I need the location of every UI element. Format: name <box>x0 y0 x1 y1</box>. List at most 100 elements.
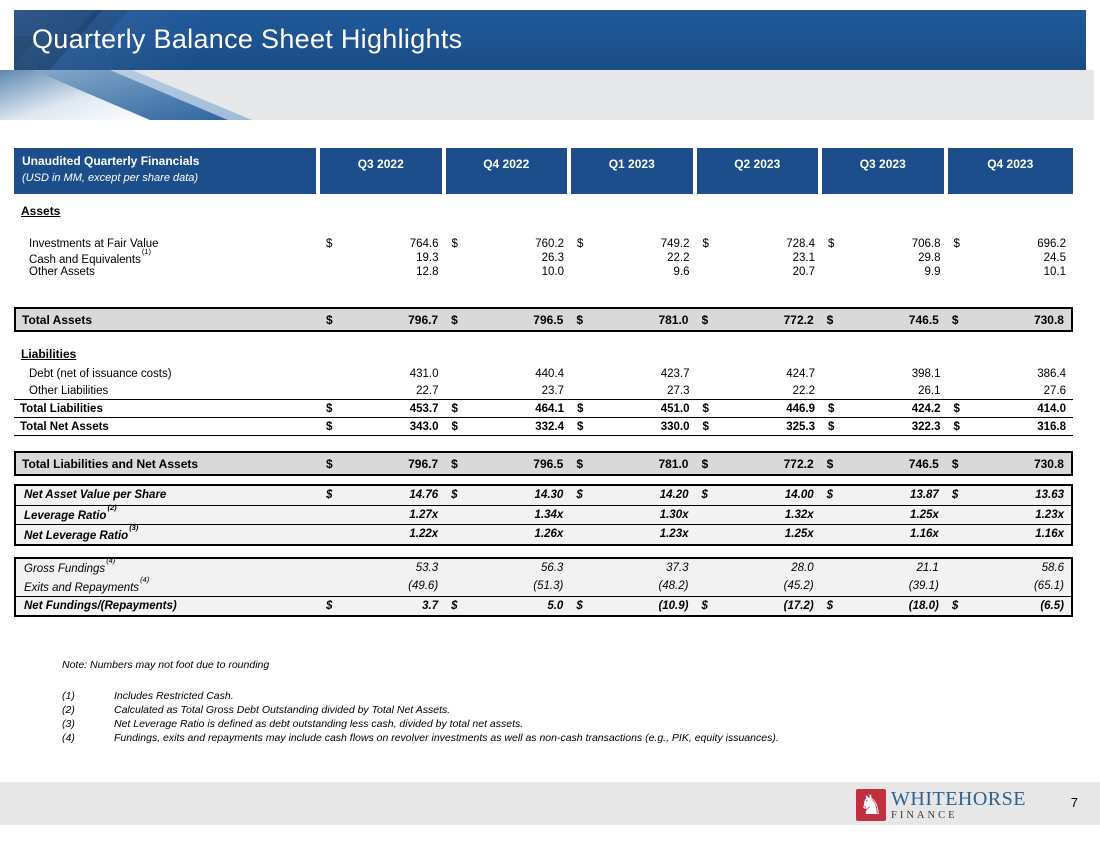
footnote-ref: (1) <box>141 247 152 256</box>
value-cell: 22.2 <box>697 382 823 399</box>
cell-value: 796.7 <box>408 312 439 327</box>
table-title-cell: Unaudited Quarterly Financials (USD in M… <box>14 148 320 194</box>
liabilities-section: Liabilities Debt (net of issuance costs) 4… <box>14 346 1073 436</box>
cell-value: 3.7 <box>422 599 439 612</box>
value-cell: 440.4 <box>446 365 572 382</box>
value-cell: 23.1 <box>697 251 823 266</box>
rounding-note: Note: Numbers may not foot due to roundi… <box>62 659 270 671</box>
cell-value: 1.27x <box>409 508 439 521</box>
cell-value: 9.6 <box>673 266 690 278</box>
value-cell: 1.25x <box>821 506 946 525</box>
row-label-text: Net Leverage Ratio <box>24 529 129 542</box>
footnote-ref: (3) <box>129 522 139 532</box>
value-cell: 21.1 <box>821 559 946 578</box>
value-cell: $451.0 <box>571 400 697 417</box>
footnote-item: (1) Includes Restricted Cash. <box>62 689 779 703</box>
cell-value: 781.0 <box>658 312 689 327</box>
value-cell: $322.3 <box>822 418 948 435</box>
cell-value: 19.3 <box>416 252 439 265</box>
value-cell: $ (10.9) <box>570 597 695 616</box>
cell-value: (48.2) <box>658 580 689 593</box>
row-debt: Debt (net of issuance costs) 431.0 440.4 42… <box>14 365 1073 382</box>
liabilities-heading: Liabilities <box>14 346 1073 362</box>
cell-value: 1.16x <box>1035 528 1064 541</box>
row-other-liabilities: Other Liabilities 22.7 23.7 27.3 22.2 26.1 27.… <box>14 382 1073 400</box>
cell-value: 13.87 <box>910 489 939 502</box>
currency-symbol: $ <box>701 312 709 327</box>
value-cell: $316.8 <box>948 418 1074 435</box>
cell-value: (18.0) <box>908 599 939 612</box>
value-cell: $13.63 <box>946 486 1071 505</box>
value-cell: $730.8 <box>946 453 1071 474</box>
currency-symbol: $ <box>826 599 834 612</box>
currency-symbol: $ <box>577 420 584 433</box>
value-cell: 58.6 <box>946 559 1071 578</box>
cell-value: 424.7 <box>786 367 815 380</box>
currency-symbol: $ <box>576 599 583 612</box>
currency-symbol: $ <box>451 456 458 471</box>
value-cell: 27.3 <box>571 382 697 399</box>
value-cell: 37.3 <box>570 559 695 578</box>
currency-symbol: $ <box>828 420 835 433</box>
row-label-text: Debt (net of issuance costs) <box>29 367 172 380</box>
cell-value: 343.0 <box>409 420 439 433</box>
row-label: Total Liabilities and Net Assets <box>16 457 320 471</box>
cell-value: 730.8 <box>1033 456 1064 471</box>
horse-icon: ♞ <box>856 789 886 821</box>
row-total-liabilities-and-net-assets: Total Liabilities and Net Assets $796.7 $7… <box>16 453 1071 474</box>
value-cell: $ (17.2) <box>695 597 820 616</box>
value-cell: $13.87 <box>821 486 946 505</box>
cell-value: 1.34x <box>534 508 564 521</box>
currency-symbol: $ <box>451 420 458 433</box>
value-cell: $14.20 <box>570 486 695 505</box>
cell-value: (6.5) <box>1040 599 1064 612</box>
cell-value: 1.26x <box>534 528 564 541</box>
currency-symbol: $ <box>953 238 960 250</box>
currency-symbol: $ <box>701 456 709 471</box>
value-cell: 22.7 <box>320 382 446 399</box>
footnote-text: Includes Restricted Cash. <box>114 690 234 702</box>
value-cell: 27.6 <box>948 382 1074 399</box>
footnote-ref: (2) <box>107 503 117 513</box>
cell-value: 316.8 <box>1037 420 1066 433</box>
row-label: Net Leverage Ratio(3) <box>16 523 320 542</box>
value-cell: 423.7 <box>571 365 697 382</box>
cell-value: 26.1 <box>918 384 941 397</box>
value-cell: 431.0 <box>320 365 446 382</box>
value-cell: $728.4 <box>697 237 823 251</box>
total-liabilities-net-assets-band: Total Liabilities and Net Assets $796.7 $7… <box>14 451 1073 476</box>
row-total-assets: Total Assets $796.7 $796.5 $781.0 $772.2 $746… <box>16 309 1071 330</box>
row-label-text: Leverage Ratio <box>24 510 107 523</box>
row-label-text: Exits and Repayments <box>24 581 140 594</box>
cell-value: 37.3 <box>666 561 689 574</box>
footnote-ref: (4) <box>140 574 150 584</box>
currency-symbol: $ <box>826 456 834 471</box>
value-cell: $796.5 <box>445 453 570 474</box>
logo-company-name: WHITEHORSE <box>891 788 1026 810</box>
value-cell: $781.0 <box>570 309 695 330</box>
value-cell: 10.0 <box>446 265 572 279</box>
column-header-q2-2023: Q2 2023 <box>696 148 822 194</box>
cell-value: 22.2 <box>792 384 815 397</box>
cell-value: 440.4 <box>535 367 564 380</box>
row-label: Net Fundings/(Repayments) <box>16 600 320 612</box>
value-cell: $14.00 <box>695 486 820 505</box>
row-label-text: Net Fundings/(Repayments) <box>24 599 177 612</box>
cell-value: 772.2 <box>783 456 814 471</box>
currency-symbol: $ <box>702 238 709 250</box>
cell-value: 332.4 <box>535 420 564 433</box>
currency-symbol: $ <box>577 402 584 415</box>
footnote-text: Fundings, exits and repayments may inclu… <box>114 732 779 744</box>
value-cell: 56.3 <box>445 559 570 578</box>
value-cell: 1.23x <box>946 506 1071 525</box>
cell-value: (39.1) <box>908 580 939 593</box>
cell-value: 14.20 <box>659 489 689 502</box>
row-net-asset-value-per-share: Net Asset Value per Share $14.76 $14.30 $14… <box>16 486 1071 505</box>
row-label-text: Total Liabilities and Net Assets <box>22 456 199 471</box>
cell-value: (65.1) <box>1033 580 1064 593</box>
column-header-q4-2022: Q4 2022 <box>445 148 571 194</box>
currency-symbol: $ <box>951 456 959 471</box>
currency-symbol: $ <box>326 489 333 502</box>
cell-value: 13.63 <box>1035 489 1064 502</box>
value-cell: 1.30x <box>570 506 695 525</box>
